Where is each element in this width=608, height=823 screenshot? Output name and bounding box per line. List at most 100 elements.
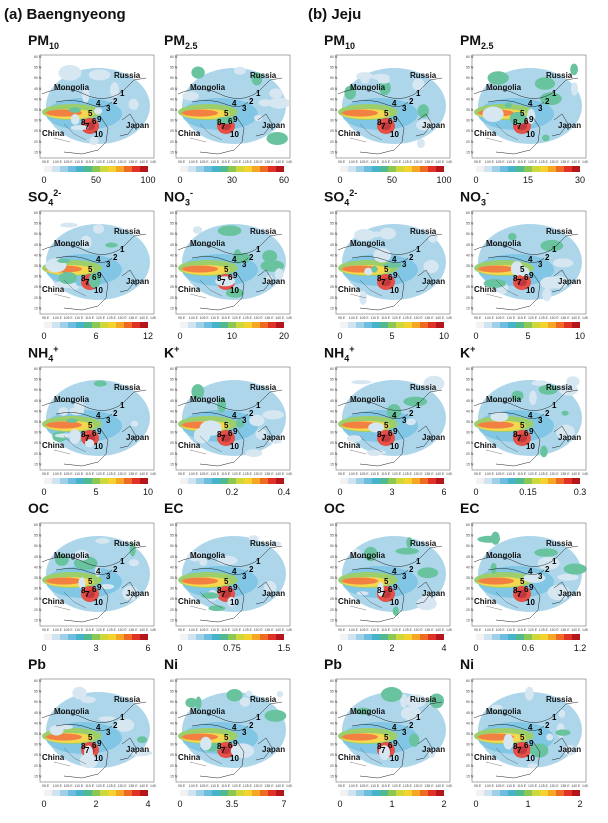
latitude-tick-label: 55 N: [466, 690, 474, 694]
colorbar-swatch: [428, 790, 436, 796]
colorbar-tick-label: 0: [177, 799, 183, 809]
cluster-number: 7: [381, 434, 386, 443]
colorbar-swatch: [180, 790, 188, 796]
latitude-tick-label: 25 N: [330, 129, 338, 133]
colorbar-swatch: [492, 322, 500, 328]
cluster-number: 5: [88, 421, 93, 430]
cluster-number: 5: [224, 421, 229, 430]
latitude-tick-label: 55 N: [170, 66, 178, 70]
map-label-japan: Japan: [558, 745, 581, 754]
longitude-tick-label: 120 E: [528, 472, 538, 476]
longitude-tick-label: 120 E: [232, 472, 242, 476]
longitude-tick-label: 105 E: [200, 160, 210, 164]
colorbar-swatch: [76, 478, 84, 484]
colorbar-ticks: 0 1 2: [337, 799, 446, 811]
cluster-number: 9: [97, 271, 102, 280]
longitude-tick-label: 100 E: [349, 784, 359, 788]
colorbar-swatch: [492, 478, 500, 484]
map-label-china: China: [42, 129, 65, 138]
colorbar-swatch: [508, 166, 516, 172]
latitude-tick-label: 55 N: [330, 690, 338, 694]
colorbar-swatch: [124, 790, 132, 796]
latitude-tick-label: 60 N: [34, 55, 42, 59]
cluster-number: 10: [230, 286, 239, 295]
cluster-number: 5: [520, 265, 525, 274]
longitude-tick-label: 135 E: [128, 784, 138, 788]
cluster-number: 3: [402, 260, 407, 269]
colorbar: [340, 478, 444, 484]
colorbar-swatch: [396, 322, 404, 328]
latitude-tick-label: 50 N: [34, 76, 42, 80]
colorbar-swatch: [556, 790, 564, 796]
colorbar-swatch: [44, 478, 52, 484]
colorbar-swatch: [252, 322, 260, 328]
cluster-number: 8: [377, 118, 382, 127]
colorbar-tick-label: 0: [41, 175, 47, 185]
latitude-tick-label: 30 N: [330, 587, 338, 591]
longitude-tick-label: 100 E: [189, 784, 199, 788]
colorbar-swatch: [212, 634, 220, 640]
latitude-tick-label: 20 N: [466, 452, 474, 456]
longitude-tick-label: 125 E: [107, 784, 117, 788]
latitude-tick-label: 35 N: [170, 420, 178, 424]
longitude-tick-label: 110 E: [210, 160, 220, 164]
latitude-tick-label: 50 N: [34, 232, 42, 236]
column-title-jeju: (b) Jeju: [308, 6, 362, 23]
latitude-tick-label: 25 N: [34, 753, 42, 757]
colorbar-swatch: [516, 478, 524, 484]
longitude-tick-label: 135 E: [560, 316, 570, 320]
colorbar-swatch: [516, 322, 524, 328]
cluster-number: 7: [221, 746, 226, 755]
colorbar-swatch: [92, 634, 100, 640]
colorbar-swatch: [220, 790, 228, 796]
cluster-number: 10: [390, 286, 399, 295]
latitude-tick-label: 45 N: [466, 399, 474, 403]
cluster-number: 6: [388, 117, 393, 126]
cluster-number: 7: [85, 746, 90, 755]
colorbar-tick-label: 1.2: [573, 643, 587, 653]
colorbar-swatch: [404, 478, 412, 484]
cluster-number: 9: [393, 115, 398, 124]
longitude-tick-label: 125 E: [243, 316, 253, 320]
cluster-number: 8: [217, 742, 222, 751]
latitude-tick-label: 50 N: [330, 232, 338, 236]
longitude-tick-label: 105 E: [64, 472, 74, 476]
cluster-number: 10: [390, 442, 399, 451]
longitude-tick-label: 130 E: [414, 472, 424, 476]
colorbar-ticks: 0 0.2 0.4: [177, 487, 290, 499]
latitude-tick-label: 55 N: [34, 222, 42, 226]
colorbar-swatch: [356, 322, 364, 328]
latitude-tick-label: 30 N: [170, 431, 178, 435]
latitude-tick-label: 35 N: [34, 108, 42, 112]
longitude-tick-label: 125 E: [403, 784, 413, 788]
longitude-tick-label: 115 E: [381, 628, 391, 632]
latitude-tick-label: 40 N: [330, 721, 338, 725]
latitude-tick-label: 45 N: [170, 555, 178, 559]
longitude-tick-label: 100 E: [485, 628, 495, 632]
cluster-number: 2: [409, 565, 414, 574]
longitude-tick-label: 145 E: [286, 160, 292, 164]
colorbar-swatch: [556, 634, 564, 640]
longitude-tick-label: 130 E: [414, 784, 424, 788]
colorbar-ticks: 0 50 100: [337, 175, 451, 187]
colorbar-swatch: [532, 790, 540, 796]
colorbar-swatch: [268, 166, 276, 172]
longitude-tick-label: 120 E: [232, 316, 242, 320]
latitude-tick-label: 15 N: [330, 150, 338, 154]
cluster-number: 6: [228, 273, 233, 282]
cluster-number: 7: [381, 278, 386, 287]
map-label-china: China: [474, 285, 497, 294]
colorbar-swatch: [228, 166, 236, 172]
longitude-tick-label: 100 E: [53, 472, 63, 476]
map-panel: OC 95 E 100 E 105 E 110 E 115 E 120 E 125 E 130 …: [324, 500, 452, 655]
cluster-number: 5: [384, 421, 389, 430]
longitude-tick-label: 110 E: [370, 316, 380, 320]
colorbar-swatch: [236, 478, 244, 484]
colorbar-tick-label: 5: [525, 331, 531, 341]
latitude-tick-label: 60 N: [330, 211, 338, 215]
cluster-number: 3: [106, 572, 111, 581]
latitude-tick-label: 55 N: [466, 66, 474, 70]
cluster-number: 10: [390, 598, 399, 607]
longitude-tick-label: 100 E: [189, 472, 199, 476]
